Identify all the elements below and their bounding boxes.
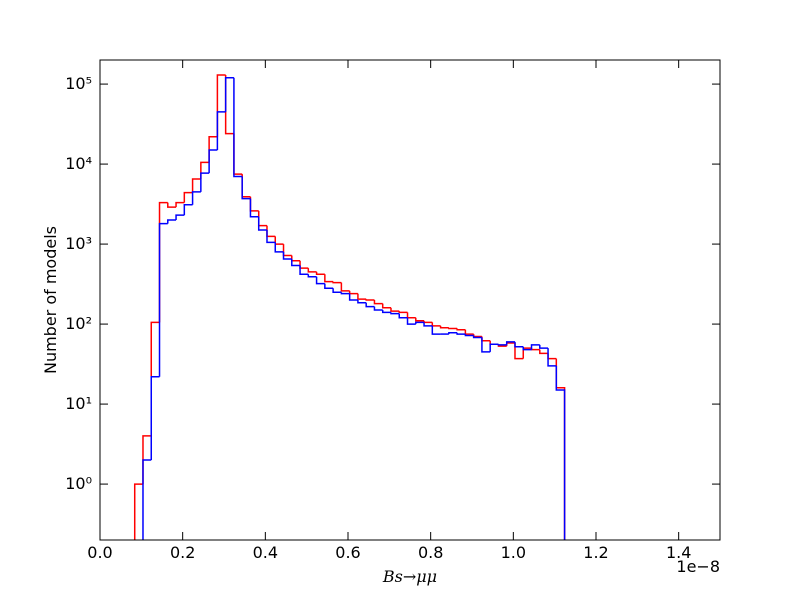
histogram-step xyxy=(530,344,540,350)
histogram-step xyxy=(514,343,524,360)
histogram-step xyxy=(150,375,160,460)
y-tick-label: 10⁴ xyxy=(65,154,92,173)
histogram-step xyxy=(539,344,549,349)
x-tick-label: 0.4 xyxy=(253,543,278,562)
x-tick-label: 0.2 xyxy=(170,543,195,562)
x-tick-label: 1.4 xyxy=(666,543,691,562)
histogram-step xyxy=(448,327,458,330)
histogram-step xyxy=(332,281,342,284)
histogram-step xyxy=(266,229,276,244)
histogram-step xyxy=(299,265,309,275)
plot-area xyxy=(133,74,566,540)
histogram-step xyxy=(307,274,317,278)
histogram-step xyxy=(505,341,515,345)
histogram-step xyxy=(390,307,400,312)
histogram-step xyxy=(183,191,193,203)
histogram-step xyxy=(464,334,474,337)
x-tick-label: 1.2 xyxy=(583,543,608,562)
histogram-step xyxy=(398,313,408,319)
histogram-step xyxy=(555,365,566,540)
histogram-step xyxy=(133,483,143,540)
x-offset-label: 1e−8 xyxy=(676,557,720,576)
histogram-step xyxy=(539,349,549,355)
histogram-step xyxy=(175,214,185,220)
histogram-step xyxy=(365,302,375,308)
histogram-step xyxy=(324,274,334,283)
histogram-step xyxy=(332,288,342,293)
histogram-step xyxy=(291,259,301,267)
histogram-step xyxy=(431,325,441,335)
histogram-step xyxy=(249,198,259,218)
histogram-step xyxy=(167,202,177,208)
histogram-step xyxy=(365,299,375,301)
y-axis-label: Number of models xyxy=(41,226,60,374)
histogram-step xyxy=(481,337,491,353)
x-axis-label: Bs→μμ xyxy=(382,567,437,586)
x-tick-label: 0.0 xyxy=(87,543,112,562)
histogram-step xyxy=(464,329,474,335)
histogram-step xyxy=(200,172,210,192)
histogram-step xyxy=(274,242,284,253)
histogram-step xyxy=(307,268,317,273)
histogram-step xyxy=(340,292,350,295)
histogram-step xyxy=(315,271,325,275)
histogram-step xyxy=(547,348,557,367)
histogram-step xyxy=(522,346,532,351)
y-tick-label: 10¹ xyxy=(65,394,92,413)
histogram-step xyxy=(208,149,218,174)
histogram-step xyxy=(324,283,334,290)
histogram-step xyxy=(406,317,416,325)
histogram-step xyxy=(257,216,267,231)
x-tick-label: 0.8 xyxy=(418,543,443,562)
y-tick-label: 10³ xyxy=(65,234,92,253)
histogram-step xyxy=(357,293,367,300)
histogram-step xyxy=(191,191,201,205)
histogram-step xyxy=(373,300,383,305)
histogram-step xyxy=(514,341,524,348)
histogram-step xyxy=(340,282,350,292)
histogram-step xyxy=(158,222,168,377)
histogram-step xyxy=(282,251,292,260)
histogram-step xyxy=(348,293,358,301)
histogram-step xyxy=(373,306,383,311)
histogram-step xyxy=(456,328,466,331)
histogram-step xyxy=(241,176,251,200)
histogram-step xyxy=(415,321,425,325)
histogram-step xyxy=(315,276,325,285)
histogram-step xyxy=(142,459,152,540)
histogram-step xyxy=(415,317,425,322)
axes-frame xyxy=(99,59,721,541)
histogram-step xyxy=(224,76,234,112)
histogram-step xyxy=(489,343,499,352)
histogram-step xyxy=(398,311,408,314)
histogram-step xyxy=(233,77,243,178)
histogram-step xyxy=(183,204,193,216)
histogram-step xyxy=(191,178,201,193)
histogram-step xyxy=(381,309,391,314)
histogram-step xyxy=(423,322,433,327)
histogram-step xyxy=(448,331,458,335)
histogram-step xyxy=(390,312,400,315)
x-tick-label: 0.6 xyxy=(335,543,360,562)
histogram-step xyxy=(381,303,391,309)
y-tick-label: 10⁰ xyxy=(65,474,92,493)
histogram-step xyxy=(216,111,226,150)
histogram-step xyxy=(167,219,177,224)
histogram-step xyxy=(439,325,449,329)
y-tick-label: 10² xyxy=(65,314,92,333)
histogram-step xyxy=(175,201,185,208)
histogram-step xyxy=(497,344,507,346)
histogram-step xyxy=(472,335,482,339)
histogram-step xyxy=(456,332,466,335)
y-tick-label: 10⁵ xyxy=(65,74,92,93)
histogram-step xyxy=(357,300,367,304)
x-tick-label: 1.0 xyxy=(501,543,526,562)
